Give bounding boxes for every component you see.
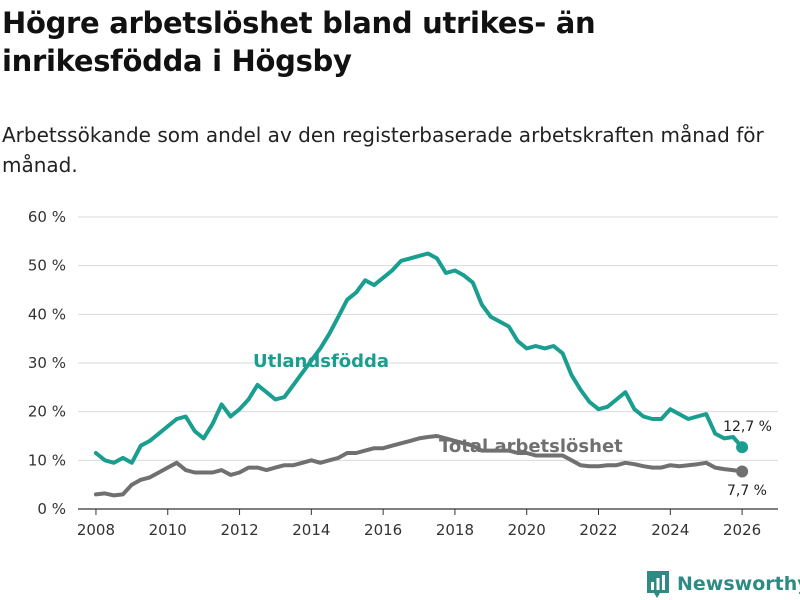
end-label-utlandsfodda: 12,7 % (723, 419, 772, 435)
series-line-utlandsfodda (93, 251, 745, 465)
y-tick-label: 50 % (28, 257, 66, 275)
brand-name: Newsworthy (677, 573, 800, 595)
y-tick-label: 0 % (37, 500, 66, 518)
x-tick-label: 2012 (220, 521, 258, 539)
x-tick-label: 2018 (436, 521, 474, 539)
end-point-total (736, 465, 749, 478)
x-tick-label: 2020 (508, 521, 546, 539)
x-tick-label: 2022 (579, 521, 617, 539)
y-tick-label: 40 % (28, 305, 66, 323)
x-tick-label: 2016 (364, 521, 402, 539)
chart-title: Högre arbetslöshet bland utrikes- än inr… (2, 6, 596, 78)
x-tick-label: 2026 (723, 521, 761, 539)
series (93, 251, 749, 498)
x-tick-label: 2008 (77, 521, 115, 539)
end-label-total: 7,7 % (727, 483, 767, 499)
chart-subtitle: Arbetssökande som andel av den registerb… (2, 123, 764, 177)
x-tick-label: 2024 (651, 521, 689, 539)
newsworthy-logo: Newsworthy (645, 568, 800, 600)
x-axis: 2008 2010 2012 2014 2016 2018 2020 2022 2024 2026 (77, 508, 778, 539)
series-label-total: Total arbetslöshet (439, 436, 623, 457)
y-tick-label: 20 % (28, 403, 66, 421)
gridlines (78, 216, 778, 461)
y-tick-label: 10 % (28, 451, 66, 469)
end-point-utlandsfodda (736, 441, 749, 454)
x-tick-label: 2010 (149, 521, 187, 539)
y-tick-label: 30 % (28, 354, 66, 372)
series-label-utlandsfodda: Utlandsfödda (253, 351, 389, 372)
x-tick-label: 2014 (292, 521, 330, 539)
series-line-total (93, 434, 745, 498)
y-axis: 0 % 10 % 20 % 30 % 40 % 50 % 60 % (28, 208, 66, 518)
newsworthy-logo-icon (647, 571, 669, 598)
series-labels: Utlandsfödda Total arbetslöshet 12,7 % 7… (253, 351, 772, 499)
y-tick-label: 60 % (28, 208, 66, 226)
